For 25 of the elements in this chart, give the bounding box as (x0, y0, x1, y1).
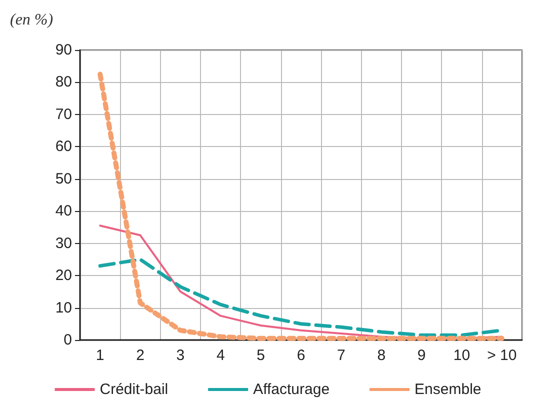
x-tick-label: 10 (453, 347, 470, 364)
x-tick-label: 3 (176, 347, 185, 364)
y-axis-title: (en %) (10, 12, 54, 28)
y-tick-label: 0 (64, 332, 72, 348)
y-tick-label: 90 (55, 42, 72, 58)
y-tick-label: 60 (55, 138, 72, 156)
legend-label: Affacturage (253, 381, 330, 398)
y-tick-label: 40 (55, 202, 72, 220)
y-tick-label: 80 (55, 74, 72, 91)
x-tick-label: 7 (337, 347, 346, 364)
x-tick-label: 9 (417, 347, 426, 364)
y-tick-label: 10 (55, 299, 72, 316)
legend-label: Ensemble (414, 381, 482, 398)
x-tick-label: 8 (377, 347, 386, 364)
y-tick-label: 20 (55, 267, 72, 284)
y-tick-label: 30 (55, 234, 72, 252)
y-tick-label: 50 (55, 170, 72, 188)
y-tick-label: 70 (55, 106, 72, 123)
x-tick-label: > 10 (487, 347, 517, 364)
x-tick-label: 6 (296, 347, 306, 364)
x-tick-label: 2 (136, 347, 144, 364)
x-tick-label: 5 (256, 347, 265, 364)
x-tick-label: 4 (216, 347, 225, 364)
x-tick-label: 1 (96, 347, 104, 364)
legend-label: Crédit-bail (100, 381, 168, 398)
